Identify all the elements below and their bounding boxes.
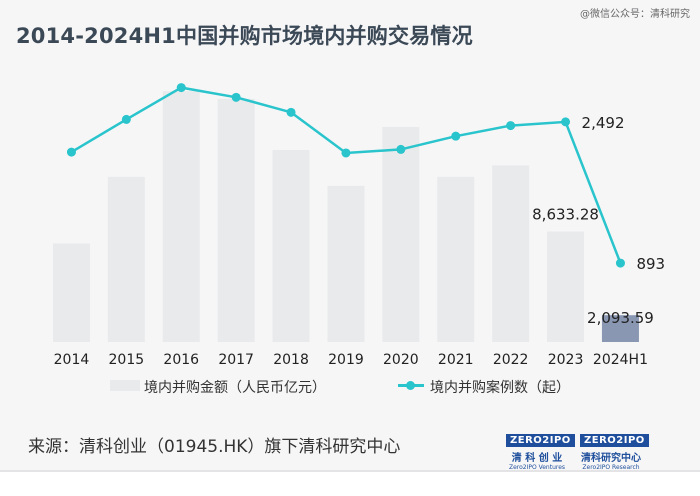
line-point-2020 [396,144,406,154]
source-note: 来源：清科创业（01945.HK）旗下清科研究中心 [28,437,401,457]
legend-bar-label: 境内并购金额（人民币亿元） [144,380,326,396]
logo-name-en: Zero2IPO Ventures [508,464,566,471]
line-point-2022 [506,121,516,131]
chart-card: @微信公众号：清科研究 2014-2024H1中国并购市场境内并购交易情况 8,… [0,9,700,472]
x-tick-2020: 2020 [383,352,419,368]
logo-name-cn: 清 科 创 业 [511,453,563,464]
line-point-2021 [451,131,461,141]
line-point-2014 [66,147,76,157]
x-tick-2016: 2016 [163,352,199,368]
legend-bar-swatch [110,380,140,391]
legend-line-marker [406,381,415,390]
bar-2014 [52,243,90,342]
bar-2020 [382,126,420,343]
bar-2018 [272,150,310,342]
bar-2022 [492,165,530,342]
bar-2021 [437,176,475,342]
line-point-2019 [341,148,351,158]
x-tick-2014: 2014 [54,352,90,368]
bar-2015 [107,176,145,342]
chart-legend: 境内并购金额（人民币亿元） 境内并购案例数（起） [0,374,700,396]
legend-line-label: 境内并购案例数（起） [430,380,570,396]
bar-label-2023: 8,633.28 [532,205,599,223]
line-point-2016 [176,83,186,93]
watermark: @微信公众号：清科研究 [580,9,690,20]
x-tick-2023: 2023 [548,352,584,368]
line-point-2023 [561,117,571,127]
line-label-2024H1: 893 [636,255,665,273]
x-tick-2024H1: 2024H1 [593,352,648,368]
logo-zero2ipo-research: ZERO2IPO 清科研究中心 Zero2IPO Research [580,428,649,471]
line-label-2023: 2,492 [582,114,625,132]
logo-name-cn: 清科研究中心 [581,453,641,464]
logo-mark: ZERO2IPO [506,434,575,447]
chart-title: 2014-2024H1中国并购市场境内并购交易情况 [16,24,473,48]
bar-2023 [547,231,585,342]
logo-name-en: Zero2IPO Research [582,464,640,471]
line-point-2015 [121,114,131,124]
chart-plot: 8,633.28 2,093.59 2,492 893 2014 2015 2016 201… [52,83,665,368]
bar-label-2024H1: 2,093.59 [587,309,654,327]
x-tick-2018: 2018 [273,352,309,368]
bar-2019 [327,185,365,342]
logo-mark: ZERO2IPO [580,434,649,447]
x-tick-2015: 2015 [109,352,145,368]
x-tick-2022: 2022 [493,352,529,368]
bar-2017 [217,98,255,342]
line-point-2017 [231,92,241,102]
logo-zero2ipo-ventures: ZERO2IPO 清 科 创 业 Zero2IPO Ventures [506,428,575,471]
x-tick-2021: 2021 [438,352,474,368]
x-tick-2017: 2017 [218,352,254,368]
bar-2016 [162,91,200,343]
x-tick-2019: 2019 [328,352,364,368]
line-point-2024H1 [615,258,625,268]
bar-2024H1 [601,315,639,342]
line-point-2018 [286,107,296,117]
